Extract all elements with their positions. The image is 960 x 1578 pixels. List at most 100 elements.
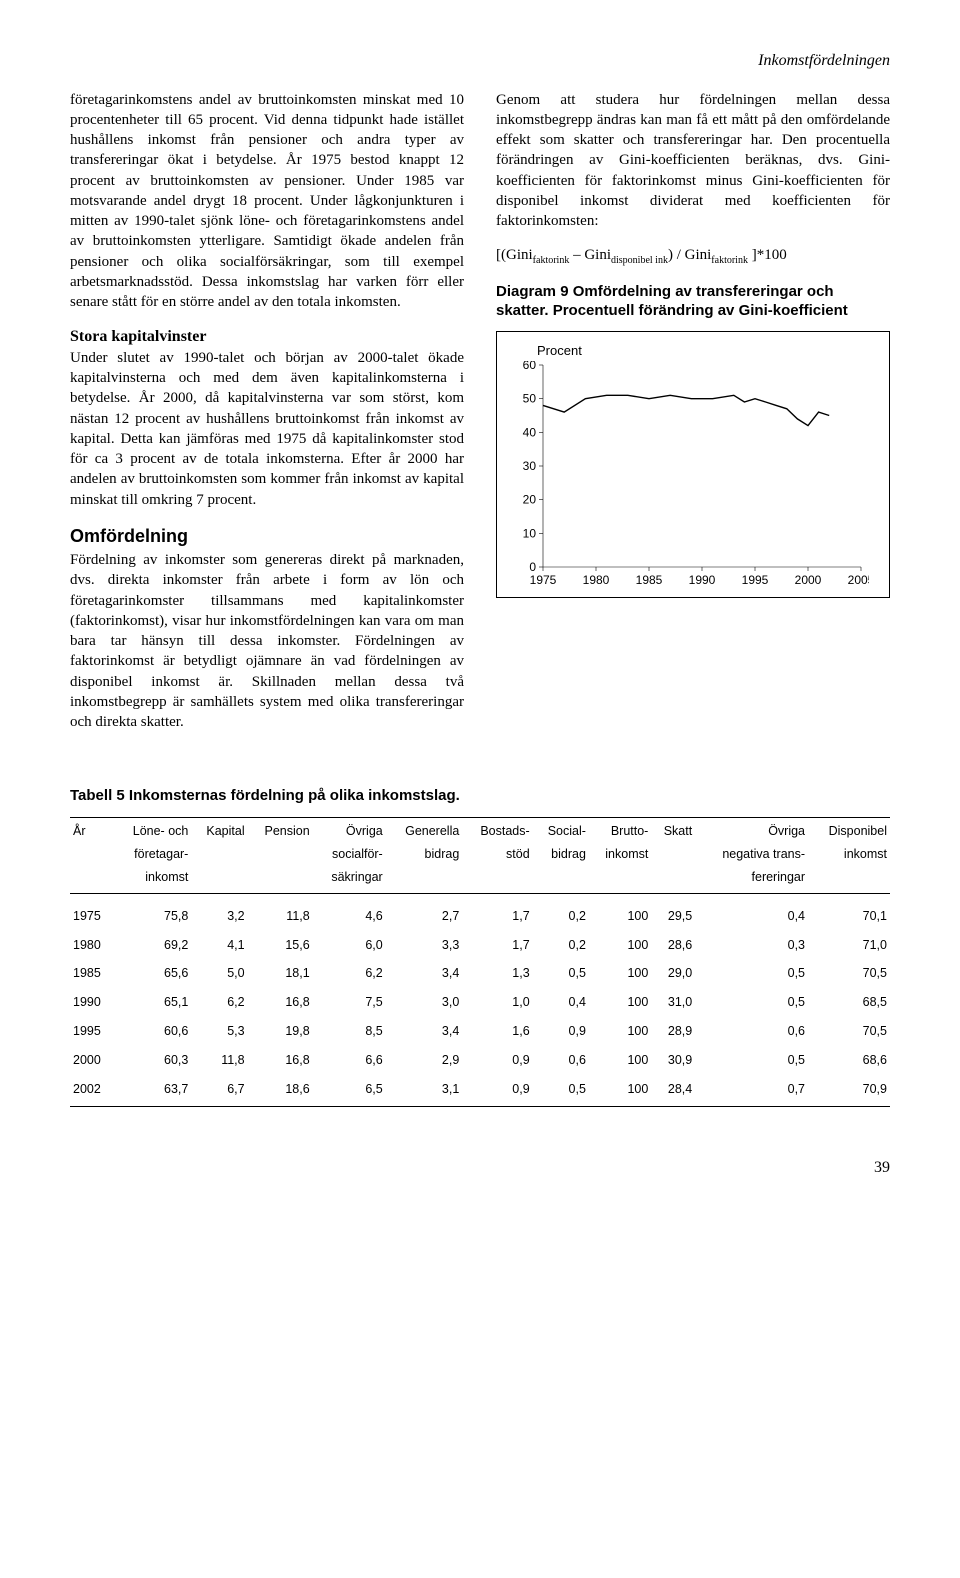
col-header: negativa trans- xyxy=(695,843,808,866)
table-cell: 16,8 xyxy=(248,1046,313,1075)
table-cell: 4,6 xyxy=(313,893,386,930)
table-cell: 100 xyxy=(589,988,651,1017)
table-cell: 100 xyxy=(589,959,651,988)
table-cell: 70,9 xyxy=(808,1075,890,1106)
table-cell: 2002 xyxy=(70,1075,113,1106)
table-cell: 0,4 xyxy=(533,988,589,1017)
diagram-9-title: Diagram 9 Omfördelning av transfereringa… xyxy=(496,282,890,321)
table-cell: 0,9 xyxy=(462,1046,532,1075)
col-header: stöd xyxy=(462,843,532,866)
left-column: företagarinkomstens andel av bruttoinkom… xyxy=(70,90,464,747)
col-header xyxy=(70,843,113,866)
svg-text:1975: 1975 xyxy=(530,573,557,587)
table-cell: 15,6 xyxy=(248,931,313,960)
col-header xyxy=(808,866,890,894)
col-header xyxy=(70,866,113,894)
table-cell: 19,8 xyxy=(248,1017,313,1046)
col-header xyxy=(462,866,532,894)
col-header: inkomst xyxy=(113,866,191,894)
svg-text:0: 0 xyxy=(529,560,536,574)
col-header xyxy=(248,843,313,866)
table-cell: 3,2 xyxy=(191,893,247,930)
table-cell: 3,4 xyxy=(386,959,463,988)
table-cell: 70,5 xyxy=(808,959,890,988)
table-cell: 65,1 xyxy=(113,988,191,1017)
table-cell: 2000 xyxy=(70,1046,113,1075)
table-cell: 0,4 xyxy=(695,893,808,930)
table-cell: 16,8 xyxy=(248,988,313,1017)
table-cell: 6,7 xyxy=(191,1075,247,1106)
table-cell: 1980 xyxy=(70,931,113,960)
table-row: 199560,65,319,88,53,41,60,910028,90,670,… xyxy=(70,1017,890,1046)
table-body: 197575,83,211,84,62,71,70,210029,50,470,… xyxy=(70,893,890,1106)
col-header: Generella xyxy=(386,817,463,843)
table-cell: 3,3 xyxy=(386,931,463,960)
table-cell: 0,3 xyxy=(695,931,808,960)
left-paragraph-1: företagarinkomstens andel av bruttoinkom… xyxy=(70,90,464,313)
table-cell: 0,6 xyxy=(695,1017,808,1046)
diagram-9-chart: Procent 01020304050601975198019851990199… xyxy=(496,331,890,599)
gini-formula: [(Ginifaktorink – Ginidisponibel ink) / … xyxy=(496,245,890,268)
col-header xyxy=(651,866,695,894)
table-cell: 3,1 xyxy=(386,1075,463,1106)
table-cell: 1,7 xyxy=(462,931,532,960)
table-cell: 18,6 xyxy=(248,1075,313,1106)
table-cell: 6,2 xyxy=(313,959,386,988)
col-header: inkomst xyxy=(808,843,890,866)
col-header: Övriga xyxy=(695,817,808,843)
table-cell: 0,9 xyxy=(462,1075,532,1106)
col-header: Bostads- xyxy=(462,817,532,843)
table-cell: 28,9 xyxy=(651,1017,695,1046)
table-cell: 100 xyxy=(589,1075,651,1106)
table-cell: 11,8 xyxy=(248,893,313,930)
table-cell: 2,9 xyxy=(386,1046,463,1075)
table-cell: 1,0 xyxy=(462,988,532,1017)
table-5-title: Tabell 5 Inkomsternas fördelning på olik… xyxy=(70,786,890,806)
table-cell: 7,5 xyxy=(313,988,386,1017)
table-cell: 0,9 xyxy=(533,1017,589,1046)
table-cell: 0,2 xyxy=(533,893,589,930)
col-header: fereringar xyxy=(695,866,808,894)
svg-text:60: 60 xyxy=(523,361,537,372)
table-cell: 4,1 xyxy=(191,931,247,960)
table-cell: 1,6 xyxy=(462,1017,532,1046)
table-cell: 11,8 xyxy=(191,1046,247,1075)
col-header: säkringar xyxy=(313,866,386,894)
table-cell: 1990 xyxy=(70,988,113,1017)
chart-svg: 0102030405060197519801985199019952000200… xyxy=(509,361,869,591)
table-cell: 63,7 xyxy=(113,1075,191,1106)
table-cell: 6,6 xyxy=(313,1046,386,1075)
table-cell: 2,7 xyxy=(386,893,463,930)
svg-text:10: 10 xyxy=(523,527,537,541)
table-cell: 6,5 xyxy=(313,1075,386,1106)
svg-text:2000: 2000 xyxy=(795,573,822,587)
table-cell: 3,0 xyxy=(386,988,463,1017)
table-cell: 1985 xyxy=(70,959,113,988)
col-header xyxy=(191,843,247,866)
table-cell: 71,0 xyxy=(808,931,890,960)
svg-text:1990: 1990 xyxy=(689,573,716,587)
svg-text:50: 50 xyxy=(523,392,537,406)
table-cell: 100 xyxy=(589,1046,651,1075)
col-header xyxy=(651,843,695,866)
table-row: 198069,24,115,66,03,31,70,210028,60,371,… xyxy=(70,931,890,960)
table-cell: 0,7 xyxy=(695,1075,808,1106)
table-cell: 28,6 xyxy=(651,931,695,960)
col-header: företagar- xyxy=(113,843,191,866)
col-header xyxy=(191,866,247,894)
col-header: socialför- xyxy=(313,843,386,866)
table-cell: 69,2 xyxy=(113,931,191,960)
section-omfordelning: Omfördelning xyxy=(70,524,464,548)
right-column: Genom att studera hur fördelningen mella… xyxy=(496,90,890,747)
table-cell: 100 xyxy=(589,931,651,960)
table-cell: 1,3 xyxy=(462,959,532,988)
left-paragraph-2: Under slutet av 1990-talet och början av… xyxy=(70,348,464,510)
table-cell: 5,3 xyxy=(191,1017,247,1046)
table-cell: 0,6 xyxy=(533,1046,589,1075)
table-cell: 68,6 xyxy=(808,1046,890,1075)
table-cell: 1975 xyxy=(70,893,113,930)
col-header: År xyxy=(70,817,113,843)
table-cell: 100 xyxy=(589,1017,651,1046)
col-header: Kapital xyxy=(191,817,247,843)
col-header: inkomst xyxy=(589,843,651,866)
